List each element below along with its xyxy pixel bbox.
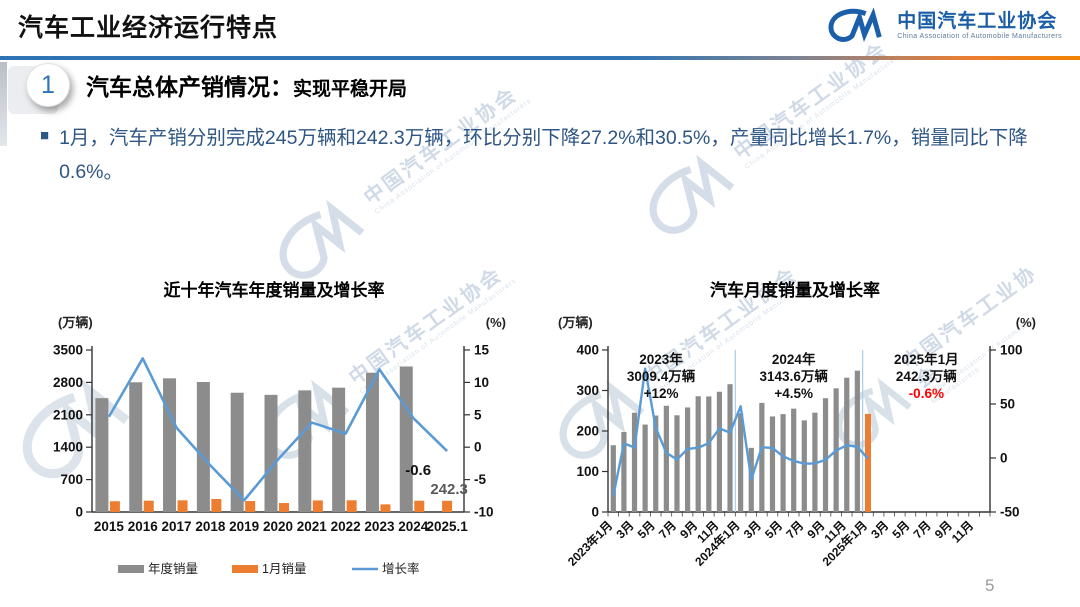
left-accent-band: [0, 62, 7, 146]
svg-text:15: 15: [474, 343, 490, 358]
svg-text:3月: 3月: [741, 518, 764, 541]
svg-text:2023年: 2023年: [639, 351, 683, 367]
svg-text:(%): (%): [1016, 315, 1036, 330]
svg-text:10: 10: [474, 375, 489, 390]
svg-text:11月: 11月: [949, 518, 976, 545]
svg-text:7月: 7月: [911, 518, 934, 541]
svg-text:7月: 7月: [783, 518, 806, 541]
svg-text:3009.4万辆: 3009.4万辆: [627, 368, 696, 384]
svg-text:242.3: 242.3: [430, 481, 468, 498]
monthly-sales-growth-chart: 汽车月度销量及增长率 (万辆) (%) 0 100 200 300 400 -50 0 50 100 2…: [558, 280, 1036, 569]
bullet-text: 1月，汽车产销分别完成245万辆和242.3万辆，环比分别下降27.2%和30.…: [59, 127, 1028, 184]
svg-text:(万辆): (万辆): [58, 315, 93, 330]
svg-text:-5: -5: [474, 472, 486, 487]
svg-text:汽车月度销量及增长率: 汽车月度销量及增长率: [710, 280, 880, 300]
caam-logo-icon: [828, 7, 883, 42]
svg-text:100: 100: [1000, 343, 1023, 358]
svg-text:7月: 7月: [656, 518, 679, 541]
svg-text:2023年1月: 2023年1月: [564, 518, 615, 569]
svg-text:2015: 2015: [94, 519, 125, 534]
logo-subtitle: China Association of Automobile Manufact…: [897, 32, 1062, 40]
svg-text:100: 100: [576, 464, 599, 479]
svg-text:1400: 1400: [53, 440, 83, 455]
svg-text:0: 0: [474, 440, 482, 455]
svg-text:2024年: 2024年: [772, 351, 816, 367]
svg-text:+12%: +12%: [644, 386, 679, 401]
svg-text:-10: -10: [474, 505, 494, 520]
svg-text:0: 0: [75, 505, 83, 520]
section-number-badge: 1: [26, 63, 70, 107]
svg-text:242.3万辆: 242.3万辆: [896, 368, 957, 384]
section-number: 1: [41, 70, 55, 99]
svg-text:1月销量: 1月销量: [262, 562, 306, 576]
svg-text:3月: 3月: [868, 518, 891, 541]
svg-text:5: 5: [474, 407, 482, 422]
bullet-marker-icon: ■: [40, 127, 50, 144]
svg-text:3500: 3500: [53, 343, 83, 358]
svg-text:2024: 2024: [398, 519, 429, 534]
svg-text:-0.6%: -0.6%: [909, 386, 944, 401]
svg-text:2018: 2018: [195, 519, 226, 534]
svg-text:2020: 2020: [263, 519, 293, 534]
svg-text:-0.6: -0.6: [405, 462, 431, 479]
svg-text:2016: 2016: [128, 519, 159, 534]
svg-text:5月: 5月: [889, 518, 912, 541]
svg-text:2023: 2023: [364, 519, 395, 534]
svg-text:年度销量: 年度销量: [148, 561, 198, 576]
svg-text:增长率: 增长率: [382, 561, 420, 576]
annual-sales-growth-chart: 近十年汽车年度销量及增长率 (万辆) (%) 0 700 1400 2100 2800 3500…: [53, 280, 506, 576]
section-heading: 汽车总体产销情况：实现平稳开局: [86, 68, 407, 102]
logo-name: 中国汽车工业协会: [897, 11, 1058, 33]
summary-bullet: ■ 1月，汽车产销分别完成245万辆和242.3万辆，环比分别下降27.2%和3…: [40, 121, 1045, 189]
svg-text:(%): (%): [486, 315, 506, 330]
svg-text:+4.5%: +4.5%: [774, 386, 813, 401]
svg-text:200: 200: [576, 424, 599, 439]
svg-text:2022: 2022: [331, 519, 361, 534]
svg-text:2017: 2017: [162, 519, 192, 534]
svg-text:3月: 3月: [614, 518, 637, 541]
svg-text:2019: 2019: [229, 519, 259, 534]
svg-text:700: 700: [60, 472, 83, 487]
svg-text:50: 50: [1000, 397, 1015, 412]
svg-text:2800: 2800: [53, 375, 83, 390]
page-title: 汽车工业经济运行特点: [18, 14, 279, 42]
svg-text:300: 300: [576, 383, 599, 398]
svg-text:5月: 5月: [762, 518, 785, 541]
svg-text:-50: -50: [1000, 505, 1020, 520]
svg-text:2025.1: 2025.1: [426, 519, 468, 534]
svg-text:5月: 5月: [635, 518, 658, 541]
svg-text:2025年1月: 2025年1月: [894, 351, 959, 367]
caam-logo: 中国汽车工业协会 China Association of Automobile…: [826, 6, 1062, 46]
page-number: 5: [985, 576, 995, 595]
svg-text:400: 400: [576, 343, 599, 358]
svg-text:0: 0: [1000, 451, 1008, 466]
svg-text:2100: 2100: [53, 407, 83, 422]
svg-text:近十年汽车年度销量及增长率: 近十年汽车年度销量及增长率: [164, 280, 385, 300]
svg-text:2021: 2021: [297, 519, 328, 534]
svg-text:0: 0: [591, 505, 599, 520]
title-divider: [0, 56, 1080, 60]
section-heading-main: 汽车总体产销情况：: [86, 74, 293, 100]
svg-text:(万辆): (万辆): [558, 315, 593, 330]
svg-text:3143.6万辆: 3143.6万辆: [760, 368, 829, 384]
section-heading-sub: 实现平稳开局: [293, 79, 408, 100]
